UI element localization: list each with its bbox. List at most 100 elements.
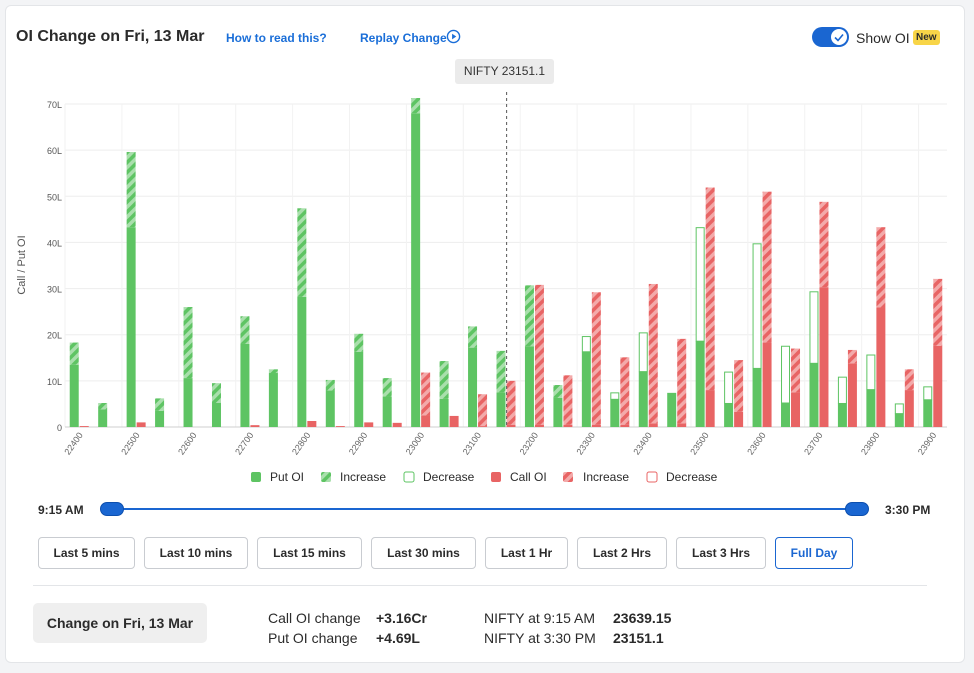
put-oi-bar (923, 399, 933, 427)
legend-put-oi-swatch (251, 472, 261, 482)
put-oi-bar (69, 364, 79, 427)
put-oi-bar (553, 397, 563, 427)
put-decrease-bar (809, 291, 819, 364)
last-2-hrs-button[interactable]: Last 2 Hrs (577, 537, 667, 569)
put-oi-bar (98, 409, 108, 427)
call-oi-bar (478, 426, 488, 427)
put-decrease-bar (781, 345, 791, 404)
put-oi-bar (752, 368, 762, 427)
put-oi-bar (837, 403, 847, 427)
x-tick-label: 22400 (62, 430, 85, 456)
how-to-read-link[interactable]: How to read this? (226, 31, 327, 45)
spot-tooltip: NIFTY 23151.1 (455, 59, 554, 84)
call-oi-bar (791, 392, 801, 427)
call-increase-bar (819, 201, 829, 288)
call-oi-bar (307, 421, 317, 427)
full-day-button[interactable]: Full Day (775, 537, 853, 569)
call-oi-bar (534, 424, 544, 427)
put-decrease-bar (724, 371, 734, 404)
put-increase-bar (98, 403, 108, 410)
put-increase-bar (439, 361, 449, 399)
show-oi-label: Show OI (856, 30, 910, 46)
x-tick-label: 23600 (745, 430, 768, 456)
put-increase-bar (240, 316, 250, 344)
toggle-knob (831, 29, 847, 45)
put-oi-bar (155, 410, 165, 427)
x-tick-label: 23400 (631, 430, 654, 456)
show-oi-toggle[interactable] (812, 27, 849, 47)
x-tick-label: 23200 (518, 430, 541, 456)
call-oi-bar (79, 426, 89, 427)
y-axis-label: Call / Put OI (16, 235, 28, 294)
call-oi-bar (734, 411, 744, 427)
x-tick-label: 22700 (233, 430, 256, 456)
put-oi-bar (183, 378, 193, 427)
slider-start-handle[interactable] (100, 502, 124, 516)
divider (33, 585, 927, 586)
call-oi-bar (449, 415, 459, 427)
put-oi-bar (211, 403, 221, 427)
change-date-pill[interactable]: Change on Fri, 13 Mar (33, 603, 207, 643)
nifty-open-value: 23639.15 (613, 610, 672, 626)
last-3-hrs-button[interactable]: Last 3 Hrs (676, 537, 766, 569)
slider-end-handle[interactable] (845, 502, 869, 516)
put-oi-bar (866, 389, 876, 427)
put-decrease-bar (894, 403, 904, 415)
legend-call-oi-swatch (491, 472, 501, 482)
call-increase-bar (705, 187, 715, 391)
new-badge: New (913, 30, 940, 45)
put-decrease-bar (866, 354, 876, 391)
put-decrease-bar (923, 386, 933, 401)
x-tick-label: 23900 (916, 430, 939, 456)
put-oi-bar (894, 413, 904, 427)
put-oi-bar (781, 403, 791, 427)
put-oi-bar (667, 392, 677, 427)
call-increase-bar (421, 372, 431, 416)
call-oi-bar (250, 425, 260, 427)
x-tick-label: 23800 (859, 430, 882, 456)
call-increase-bar (591, 292, 601, 425)
call-oi-bar (335, 426, 345, 427)
legend-call-decrease: Decrease (666, 470, 718, 484)
put-increase-bar (553, 385, 563, 398)
call-increase-bar (563, 375, 573, 425)
call-increase-bar (478, 394, 488, 427)
put-oi-change-label: Put OI change (268, 630, 358, 646)
call-increase-bar (762, 191, 772, 343)
last-30-mins-button[interactable]: Last 30 mins (371, 537, 476, 569)
last-10-mins-button[interactable]: Last 10 mins (144, 537, 248, 569)
call-increase-bar (506, 380, 516, 425)
call-oi-bar (620, 424, 630, 427)
put-oi-bar (297, 296, 307, 427)
put-oi-bar (809, 363, 819, 427)
last-5-mins-button[interactable]: Last 5 mins (38, 537, 135, 569)
nifty-close-label: NIFTY at 3:30 PM (484, 630, 596, 646)
put-oi-bar (411, 113, 421, 427)
call-oi-bar (506, 424, 516, 427)
put-increase-bar (496, 350, 506, 393)
time-slider-track[interactable] (106, 508, 851, 510)
y-tick-label: 50L (47, 192, 62, 202)
put-decrease-bar (837, 376, 847, 404)
put-oi-bar (354, 351, 364, 427)
call-oi-bar (421, 415, 431, 427)
call-oi-bar (705, 390, 715, 427)
put-decrease-bar (610, 392, 620, 400)
legend-put-increase: Increase (340, 470, 386, 484)
x-tick-label: 23300 (574, 430, 597, 456)
nifty-close-value: 23151.1 (613, 630, 664, 646)
put-increase-bar (183, 307, 193, 379)
put-oi-bar (638, 371, 648, 427)
last-1-hr-button[interactable]: Last 1 Hr (485, 537, 568, 569)
call-oi-bar (847, 363, 857, 427)
put-increase-bar (411, 98, 421, 114)
last-15-mins-button[interactable]: Last 15 mins (257, 537, 362, 569)
play-circle-icon[interactable] (446, 29, 461, 44)
replay-change-link[interactable]: Replay Change (360, 31, 447, 45)
legend-put-decrease-swatch (403, 471, 415, 483)
call-increase-bar (904, 369, 914, 391)
put-increase-bar (354, 333, 364, 352)
y-tick-label: 20L (47, 331, 62, 341)
call-oi-change-label: Call OI change (268, 610, 361, 626)
call-oi-change-value: +3.16Cr (376, 610, 427, 626)
